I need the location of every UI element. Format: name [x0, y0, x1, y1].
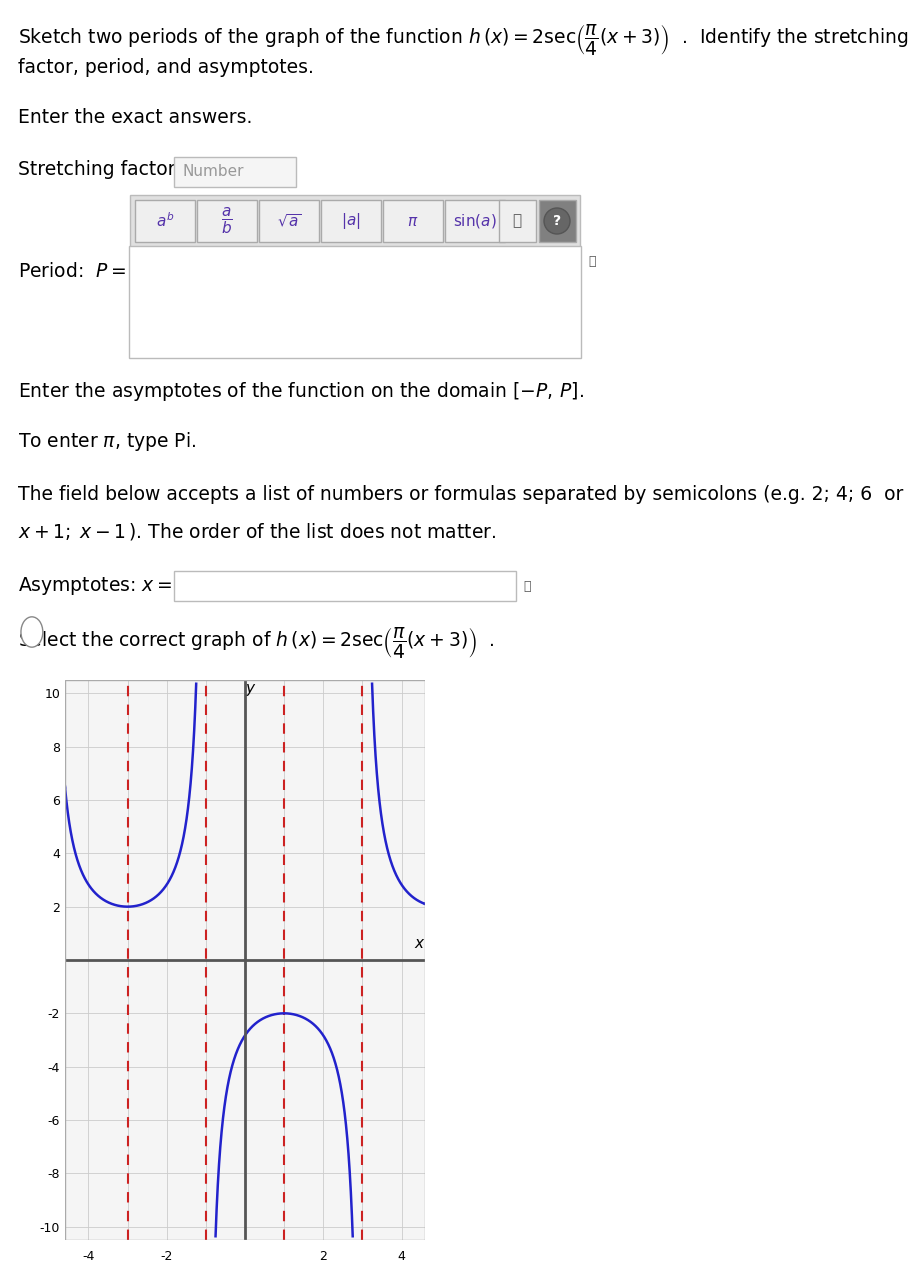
Text: $\sin(a)$: $\sin(a)$ — [453, 212, 496, 230]
Text: 📄: 📄 — [523, 579, 530, 593]
Text: factor, period, and asymptotes.: factor, period, and asymptotes. — [18, 58, 314, 77]
FancyBboxPatch shape — [129, 246, 581, 358]
Text: Stretching factor =: Stretching factor = — [18, 161, 198, 179]
Text: To enter $\pi$, type Pi.: To enter $\pi$, type Pi. — [18, 430, 196, 453]
FancyBboxPatch shape — [259, 200, 319, 241]
FancyBboxPatch shape — [197, 200, 257, 241]
Text: Select the correct graph of $h\,(x) = 2\sec\!\left(\dfrac{\pi}{4}(x+3)\right)$  : Select the correct graph of $h\,(x) = 2\… — [18, 624, 495, 660]
Text: x: x — [415, 937, 424, 952]
Text: $a^b$: $a^b$ — [156, 211, 174, 230]
Text: 📄: 📄 — [588, 255, 596, 268]
Text: $\sqrt{a}$: $\sqrt{a}$ — [277, 212, 302, 230]
Circle shape — [544, 209, 570, 234]
Text: Asymptotes: $x =$: Asymptotes: $x =$ — [18, 575, 172, 597]
FancyBboxPatch shape — [499, 200, 536, 241]
Text: The field below accepts a list of numbers or formulas separated by semicolons (e: The field below accepts a list of number… — [18, 485, 904, 504]
Text: Number: Number — [183, 164, 244, 179]
FancyBboxPatch shape — [321, 200, 381, 241]
Text: 🗑: 🗑 — [512, 214, 522, 229]
FancyBboxPatch shape — [135, 200, 195, 241]
FancyBboxPatch shape — [539, 200, 576, 241]
FancyBboxPatch shape — [445, 200, 505, 241]
FancyBboxPatch shape — [174, 571, 516, 600]
FancyBboxPatch shape — [174, 157, 296, 187]
Text: Period:  $P =$: Period: $P =$ — [18, 262, 126, 281]
Text: $\pi$: $\pi$ — [407, 214, 419, 229]
Text: Enter the asymptotes of the function on the domain $[-P,\,P]$.: Enter the asymptotes of the function on … — [18, 380, 584, 403]
Text: $|a|$: $|a|$ — [342, 211, 361, 231]
Text: $\dfrac{a}{b}$: $\dfrac{a}{b}$ — [221, 206, 233, 236]
FancyBboxPatch shape — [383, 200, 443, 241]
Text: ?: ? — [553, 214, 561, 228]
Text: Sketch two periods of the graph of the function $h\,(x) = 2\sec\!\left(\dfrac{\p: Sketch two periods of the graph of the f… — [18, 21, 908, 57]
Text: Enter the exact answers.: Enter the exact answers. — [18, 107, 252, 126]
Text: $x+1;\;x-1\,$). The order of the list does not matter.: $x+1;\;x-1\,$). The order of the list do… — [18, 521, 496, 542]
Text: y: y — [245, 680, 254, 695]
FancyBboxPatch shape — [130, 195, 580, 246]
